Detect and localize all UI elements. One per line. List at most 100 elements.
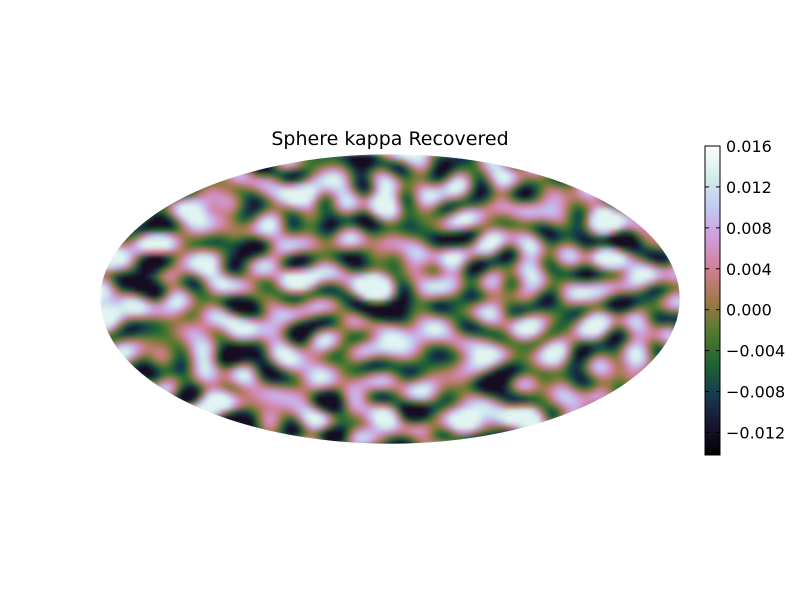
map-pixel xyxy=(535,254,541,260)
map-pixel xyxy=(490,184,496,190)
map-pixel xyxy=(320,244,326,250)
map-pixel xyxy=(295,384,301,390)
map-pixel xyxy=(315,164,321,170)
map-pixel xyxy=(655,279,661,285)
map-pixel xyxy=(325,284,331,290)
map-pixel xyxy=(530,199,536,205)
map-pixel xyxy=(310,329,316,335)
map-pixel xyxy=(435,229,441,235)
map-pixel xyxy=(515,274,521,280)
map-pixel xyxy=(595,354,601,360)
map-pixel xyxy=(495,314,501,320)
map-pixel xyxy=(355,339,361,345)
map-pixel xyxy=(445,309,451,315)
map-pixel xyxy=(370,369,376,375)
map-pixel xyxy=(525,244,531,250)
map-pixel xyxy=(285,349,291,355)
map-pixel xyxy=(500,369,506,375)
map-pixel xyxy=(615,359,621,365)
map-pixel xyxy=(250,389,256,395)
map-pixel xyxy=(505,274,511,280)
map-pixel xyxy=(245,329,251,335)
map-pixel xyxy=(295,174,301,180)
map-pixel xyxy=(300,234,306,240)
map-pixel xyxy=(650,224,656,230)
map-pixel xyxy=(490,339,496,345)
map-pixel xyxy=(415,324,421,330)
map-pixel xyxy=(375,329,381,335)
map-pixel xyxy=(375,174,381,180)
map-pixel xyxy=(230,259,236,265)
map-pixel xyxy=(260,169,266,175)
map-pixel xyxy=(435,214,441,220)
map-pixel xyxy=(375,189,381,195)
map-pixel xyxy=(430,184,436,190)
map-pixel xyxy=(470,274,476,280)
map-pixel xyxy=(355,229,361,235)
map-pixel xyxy=(255,369,261,375)
map-pixel xyxy=(220,179,226,185)
map-pixel xyxy=(585,339,591,345)
map-pixel xyxy=(385,259,391,265)
map-pixel xyxy=(505,344,511,350)
map-pixel xyxy=(605,249,611,255)
map-pixel xyxy=(565,229,571,235)
map-pixel xyxy=(275,184,281,190)
map-pixel xyxy=(240,379,246,385)
map-pixel xyxy=(485,284,491,290)
map-pixel xyxy=(480,309,486,315)
map-pixel xyxy=(120,354,126,360)
map-pixel xyxy=(350,199,356,205)
map-pixel xyxy=(200,369,206,375)
map-pixel xyxy=(390,229,396,235)
map-pixel xyxy=(615,224,621,230)
map-pixel xyxy=(660,359,666,365)
map-pixel xyxy=(390,224,396,230)
map-pixel xyxy=(460,169,466,175)
map-pixel xyxy=(460,344,466,350)
map-pixel xyxy=(200,304,206,310)
map-pixel xyxy=(120,334,126,340)
map-pixel xyxy=(630,304,636,310)
map-pixel xyxy=(615,219,621,225)
map-pixel xyxy=(455,329,461,335)
map-pixel xyxy=(245,379,251,385)
map-pixel xyxy=(255,254,261,260)
map-pixel xyxy=(630,289,636,295)
map-pixel xyxy=(665,324,671,330)
map-pixel xyxy=(415,234,421,240)
map-pixel xyxy=(105,304,111,310)
map-pixel xyxy=(490,329,496,335)
map-pixel xyxy=(525,374,531,380)
map-pixel xyxy=(535,309,541,315)
map-pixel xyxy=(400,199,406,205)
map-pixel xyxy=(330,384,336,390)
map-pixel xyxy=(280,279,286,285)
map-pixel xyxy=(400,379,406,385)
map-pixel xyxy=(160,319,166,325)
map-pixel xyxy=(425,189,431,195)
map-pixel xyxy=(240,269,246,275)
map-pixel xyxy=(435,199,441,205)
map-pixel xyxy=(435,164,441,170)
map-pixel xyxy=(145,324,151,330)
map-pixel xyxy=(215,254,221,260)
map-pixel xyxy=(145,284,151,290)
map-pixel xyxy=(405,249,411,255)
map-pixel xyxy=(260,379,266,385)
map-pixel xyxy=(250,229,256,235)
map-pixel xyxy=(455,189,461,195)
map-pixel xyxy=(205,324,211,330)
map-pixel xyxy=(610,249,616,255)
map-pixel xyxy=(260,284,266,290)
map-pixel xyxy=(455,159,461,165)
map-pixel xyxy=(330,159,336,165)
map-pixel xyxy=(190,384,196,390)
map-pixel xyxy=(270,264,276,270)
map-pixel xyxy=(120,359,126,365)
map-pixel xyxy=(285,364,291,370)
map-pixel xyxy=(135,359,141,365)
map-pixel xyxy=(165,389,171,395)
map-pixel xyxy=(435,254,441,260)
map-pixel xyxy=(480,354,486,360)
